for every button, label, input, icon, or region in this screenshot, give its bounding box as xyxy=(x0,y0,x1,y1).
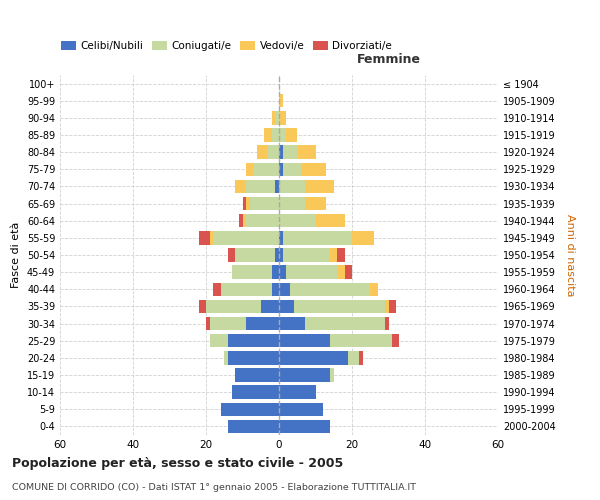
Bar xyxy=(206,300,261,313)
Bar xyxy=(286,128,297,141)
Bar xyxy=(235,368,279,382)
Bar xyxy=(239,214,242,228)
Bar xyxy=(228,351,279,364)
Bar xyxy=(279,214,316,228)
Bar xyxy=(279,231,283,244)
Bar xyxy=(272,111,275,124)
Bar xyxy=(349,351,359,364)
Bar xyxy=(221,282,272,296)
Bar xyxy=(279,351,349,364)
Bar xyxy=(235,248,275,262)
Bar xyxy=(305,197,326,210)
Bar xyxy=(305,317,385,330)
Bar xyxy=(279,317,305,330)
Bar xyxy=(279,248,283,262)
Bar xyxy=(283,162,301,176)
Bar xyxy=(246,180,275,193)
Bar xyxy=(293,300,385,313)
Bar xyxy=(279,386,316,399)
Bar xyxy=(199,231,209,244)
Bar xyxy=(246,197,250,210)
Text: Femmine: Femmine xyxy=(356,53,421,66)
Bar xyxy=(301,162,326,176)
Bar xyxy=(279,146,283,159)
Bar xyxy=(279,266,286,279)
Bar xyxy=(209,231,214,244)
Bar xyxy=(214,231,279,244)
Bar xyxy=(385,300,389,313)
Bar xyxy=(228,248,235,262)
Bar xyxy=(235,180,246,193)
Legend: Celibi/Nubili, Coniugati/e, Vedovi/e, Divorziati/e: Celibi/Nubili, Coniugati/e, Vedovi/e, Di… xyxy=(56,37,397,56)
Bar xyxy=(279,420,330,433)
Bar xyxy=(272,266,279,279)
Bar xyxy=(228,334,279,347)
Bar xyxy=(253,162,279,176)
Bar xyxy=(246,214,279,228)
Bar xyxy=(385,317,389,330)
Bar xyxy=(316,214,344,228)
Bar xyxy=(242,197,246,210)
Bar xyxy=(279,282,290,296)
Bar xyxy=(275,248,279,262)
Bar xyxy=(279,162,283,176)
Y-axis label: Anni di nascita: Anni di nascita xyxy=(565,214,575,296)
Bar xyxy=(246,162,253,176)
Bar xyxy=(228,420,279,433)
Bar xyxy=(283,231,352,244)
Bar xyxy=(297,146,316,159)
Bar xyxy=(305,180,334,193)
Bar xyxy=(209,317,246,330)
Bar xyxy=(370,282,377,296)
Bar xyxy=(268,146,279,159)
Bar xyxy=(352,231,374,244)
Bar xyxy=(221,402,279,416)
Bar xyxy=(389,300,396,313)
Bar xyxy=(344,266,352,279)
Bar xyxy=(330,248,337,262)
Bar xyxy=(272,282,279,296)
Bar xyxy=(232,386,279,399)
Bar xyxy=(209,334,228,347)
Bar xyxy=(275,180,279,193)
Bar xyxy=(279,197,305,210)
Bar xyxy=(279,94,283,108)
Bar xyxy=(199,300,206,313)
Bar xyxy=(279,402,323,416)
Bar xyxy=(242,214,246,228)
Bar xyxy=(283,248,330,262)
Bar xyxy=(279,300,293,313)
Bar xyxy=(279,334,330,347)
Bar xyxy=(359,351,363,364)
Bar xyxy=(290,282,370,296)
Bar xyxy=(283,146,297,159)
Bar xyxy=(257,146,268,159)
Bar xyxy=(224,351,228,364)
Bar xyxy=(279,128,286,141)
Bar xyxy=(272,128,279,141)
Bar xyxy=(286,266,337,279)
Bar xyxy=(250,197,279,210)
Bar xyxy=(337,248,344,262)
Bar xyxy=(330,368,334,382)
Text: COMUNE DI CORRIDO (CO) - Dati ISTAT 1° gennaio 2005 - Elaborazione TUTTITALIA.IT: COMUNE DI CORRIDO (CO) - Dati ISTAT 1° g… xyxy=(12,482,416,492)
Bar xyxy=(279,368,330,382)
Bar xyxy=(392,334,400,347)
Bar xyxy=(265,128,272,141)
Bar xyxy=(337,266,344,279)
Bar xyxy=(279,180,305,193)
Bar xyxy=(275,111,279,124)
Bar xyxy=(246,317,279,330)
Y-axis label: Fasce di età: Fasce di età xyxy=(11,222,21,288)
Bar xyxy=(261,300,279,313)
Bar xyxy=(232,266,272,279)
Bar xyxy=(330,334,392,347)
Bar xyxy=(279,111,286,124)
Bar xyxy=(206,317,209,330)
Bar xyxy=(214,282,221,296)
Text: Popolazione per età, sesso e stato civile - 2005: Popolazione per età, sesso e stato civil… xyxy=(12,458,343,470)
